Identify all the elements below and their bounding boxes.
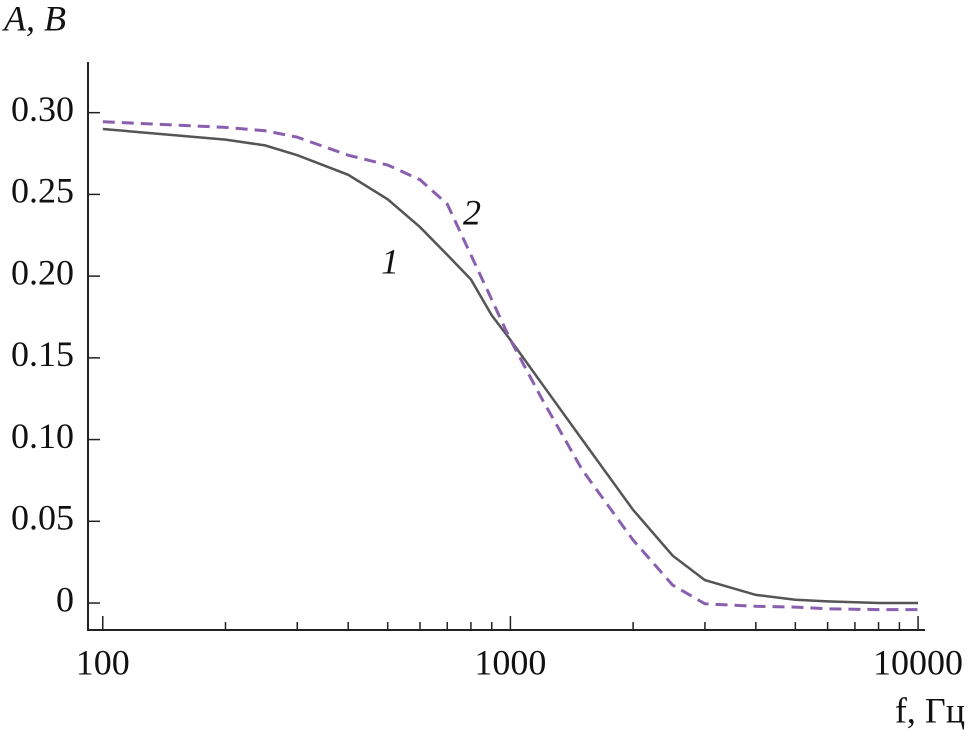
y-tick-label: 0.10 xyxy=(11,416,74,456)
y-tick-label: 0.30 xyxy=(11,89,74,129)
y-tick-label: 0 xyxy=(56,579,74,619)
series-line xyxy=(102,120,919,612)
y-tick-label: 0.25 xyxy=(11,171,74,211)
x-tick-label: 100 xyxy=(76,642,130,682)
series-line xyxy=(102,127,919,605)
x-tick-label: 1000 xyxy=(474,642,546,682)
axes xyxy=(87,62,925,631)
curve-label: 2 xyxy=(463,192,481,232)
curve-label: 1 xyxy=(381,241,399,281)
y-axis-label: A, В xyxy=(2,0,66,38)
y-tick-label: 0.15 xyxy=(11,334,74,374)
x-tick-label: 10000 xyxy=(873,642,963,682)
x-axis-label: f, Гц xyxy=(895,690,965,730)
y-tick-label: 0.20 xyxy=(11,252,74,292)
y-tick-label: 0.05 xyxy=(11,498,74,538)
